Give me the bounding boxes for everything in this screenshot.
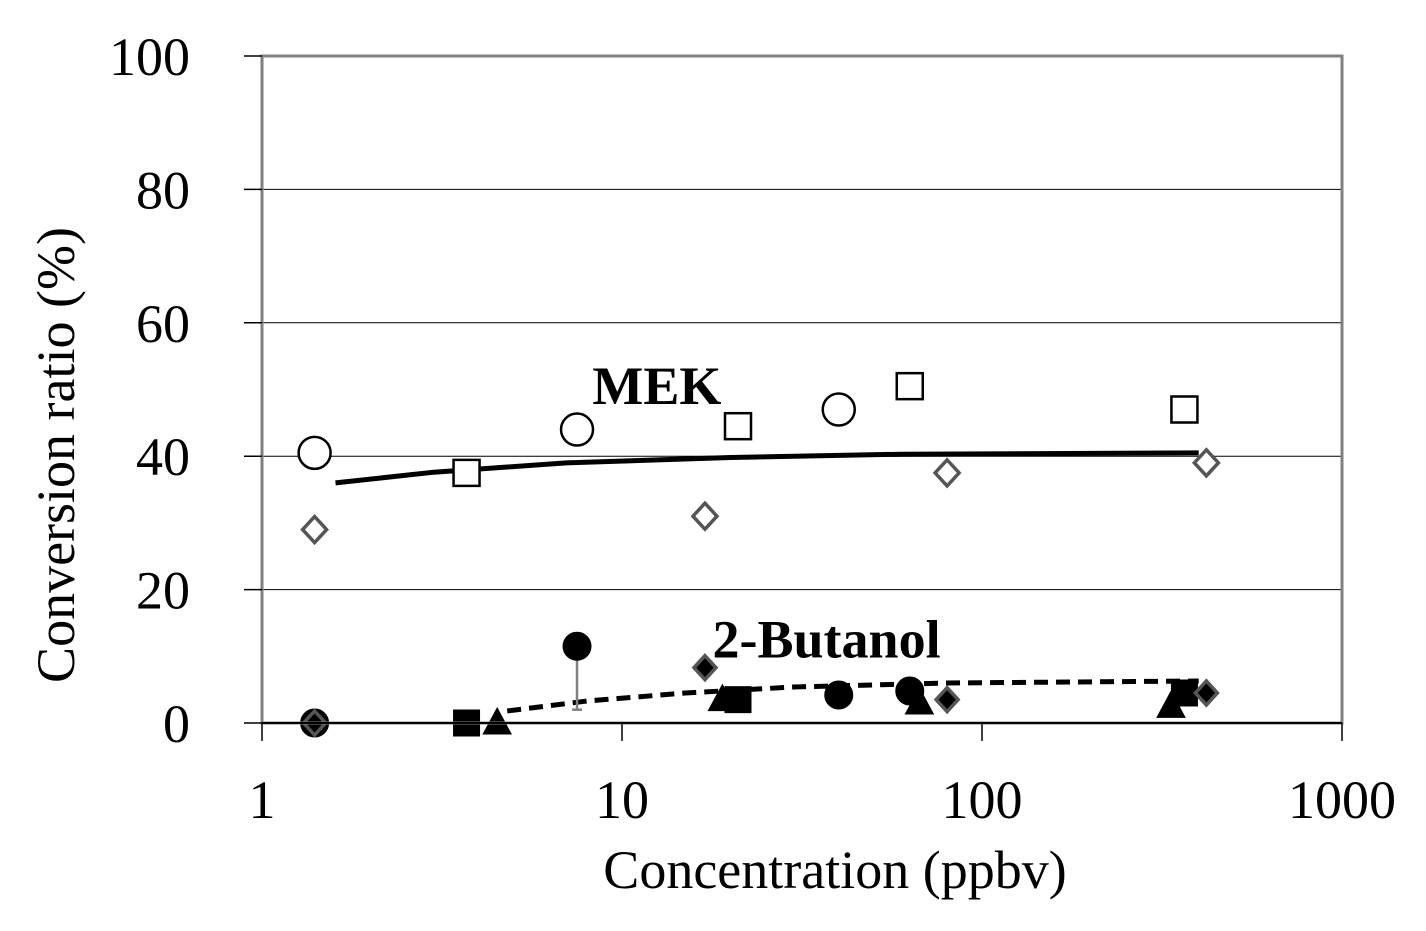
x-tick-label-1: 1 — [249, 770, 276, 830]
y-tick-label-0: 0 — [163, 694, 190, 754]
y-axis-title: Conversion ratio (%) — [26, 227, 86, 683]
x-tick-label-100: 100 — [942, 770, 1023, 830]
x-tick-label-10: 10 — [595, 770, 649, 830]
point-diamond-filled-1 — [691, 653, 719, 683]
point-square-open-0 — [452, 458, 481, 488]
plot-frame — [260, 54, 1344, 725]
series-circle-open — [297, 392, 856, 471]
point-triangle-filled-0 — [482, 706, 512, 735]
axis-labels: Concentration (ppbv) Conversion ratio (%… — [26, 227, 1067, 900]
data-markers — [297, 371, 1221, 738]
series-triangle-filled — [482, 683, 1186, 735]
point-diamond-open-2 — [932, 457, 962, 489]
y-tick-label-100: 100 — [109, 27, 190, 87]
point-square-open-2 — [895, 371, 925, 401]
point-circle-filled-2 — [824, 680, 854, 710]
point-circle-open-0 — [297, 435, 332, 471]
point-triangle-filled-2 — [904, 686, 935, 715]
axis-ticks: 0 20 40 60 80 100 1 10 100 1000 — [109, 27, 1396, 830]
x-axis-title: Concentration (ppbv) — [603, 840, 1066, 900]
point-triangle-filled-3 — [1156, 690, 1186, 718]
trendline-mek — [335, 450, 1199, 486]
point-square-open-3 — [1170, 395, 1199, 424]
x-tick-label-1000: 1000 — [1288, 770, 1396, 830]
point-triangle-filled-1 — [707, 683, 738, 712]
annotation-mek: MEK — [592, 356, 721, 416]
annotation-2-butanol: 2-Butanol — [713, 610, 941, 670]
y-tick-label-80: 80 — [136, 160, 190, 220]
y-tick-label-60: 60 — [136, 294, 190, 354]
annotations: MEK 2-Butanol — [592, 356, 940, 669]
y-tick-label-20: 20 — [136, 561, 190, 621]
point-circle-filled-1 — [562, 631, 592, 661]
point-circle-open-2 — [821, 392, 856, 427]
point-diamond-open-3 — [1191, 447, 1221, 479]
gridlines — [262, 188, 1342, 591]
trendlines — [335, 450, 1199, 714]
point-diamond-filled-2 — [933, 685, 961, 715]
point-circle-open-1 — [559, 412, 595, 447]
point-diamond-open-0 — [300, 513, 329, 546]
series-square-open — [452, 371, 1199, 488]
point-diamond-filled-3 — [1192, 678, 1220, 708]
point-diamond-open-1 — [690, 500, 720, 532]
y-tick-label-40: 40 — [136, 427, 190, 487]
series-diamond-open — [300, 447, 1221, 546]
point-square-open-1 — [723, 411, 753, 441]
